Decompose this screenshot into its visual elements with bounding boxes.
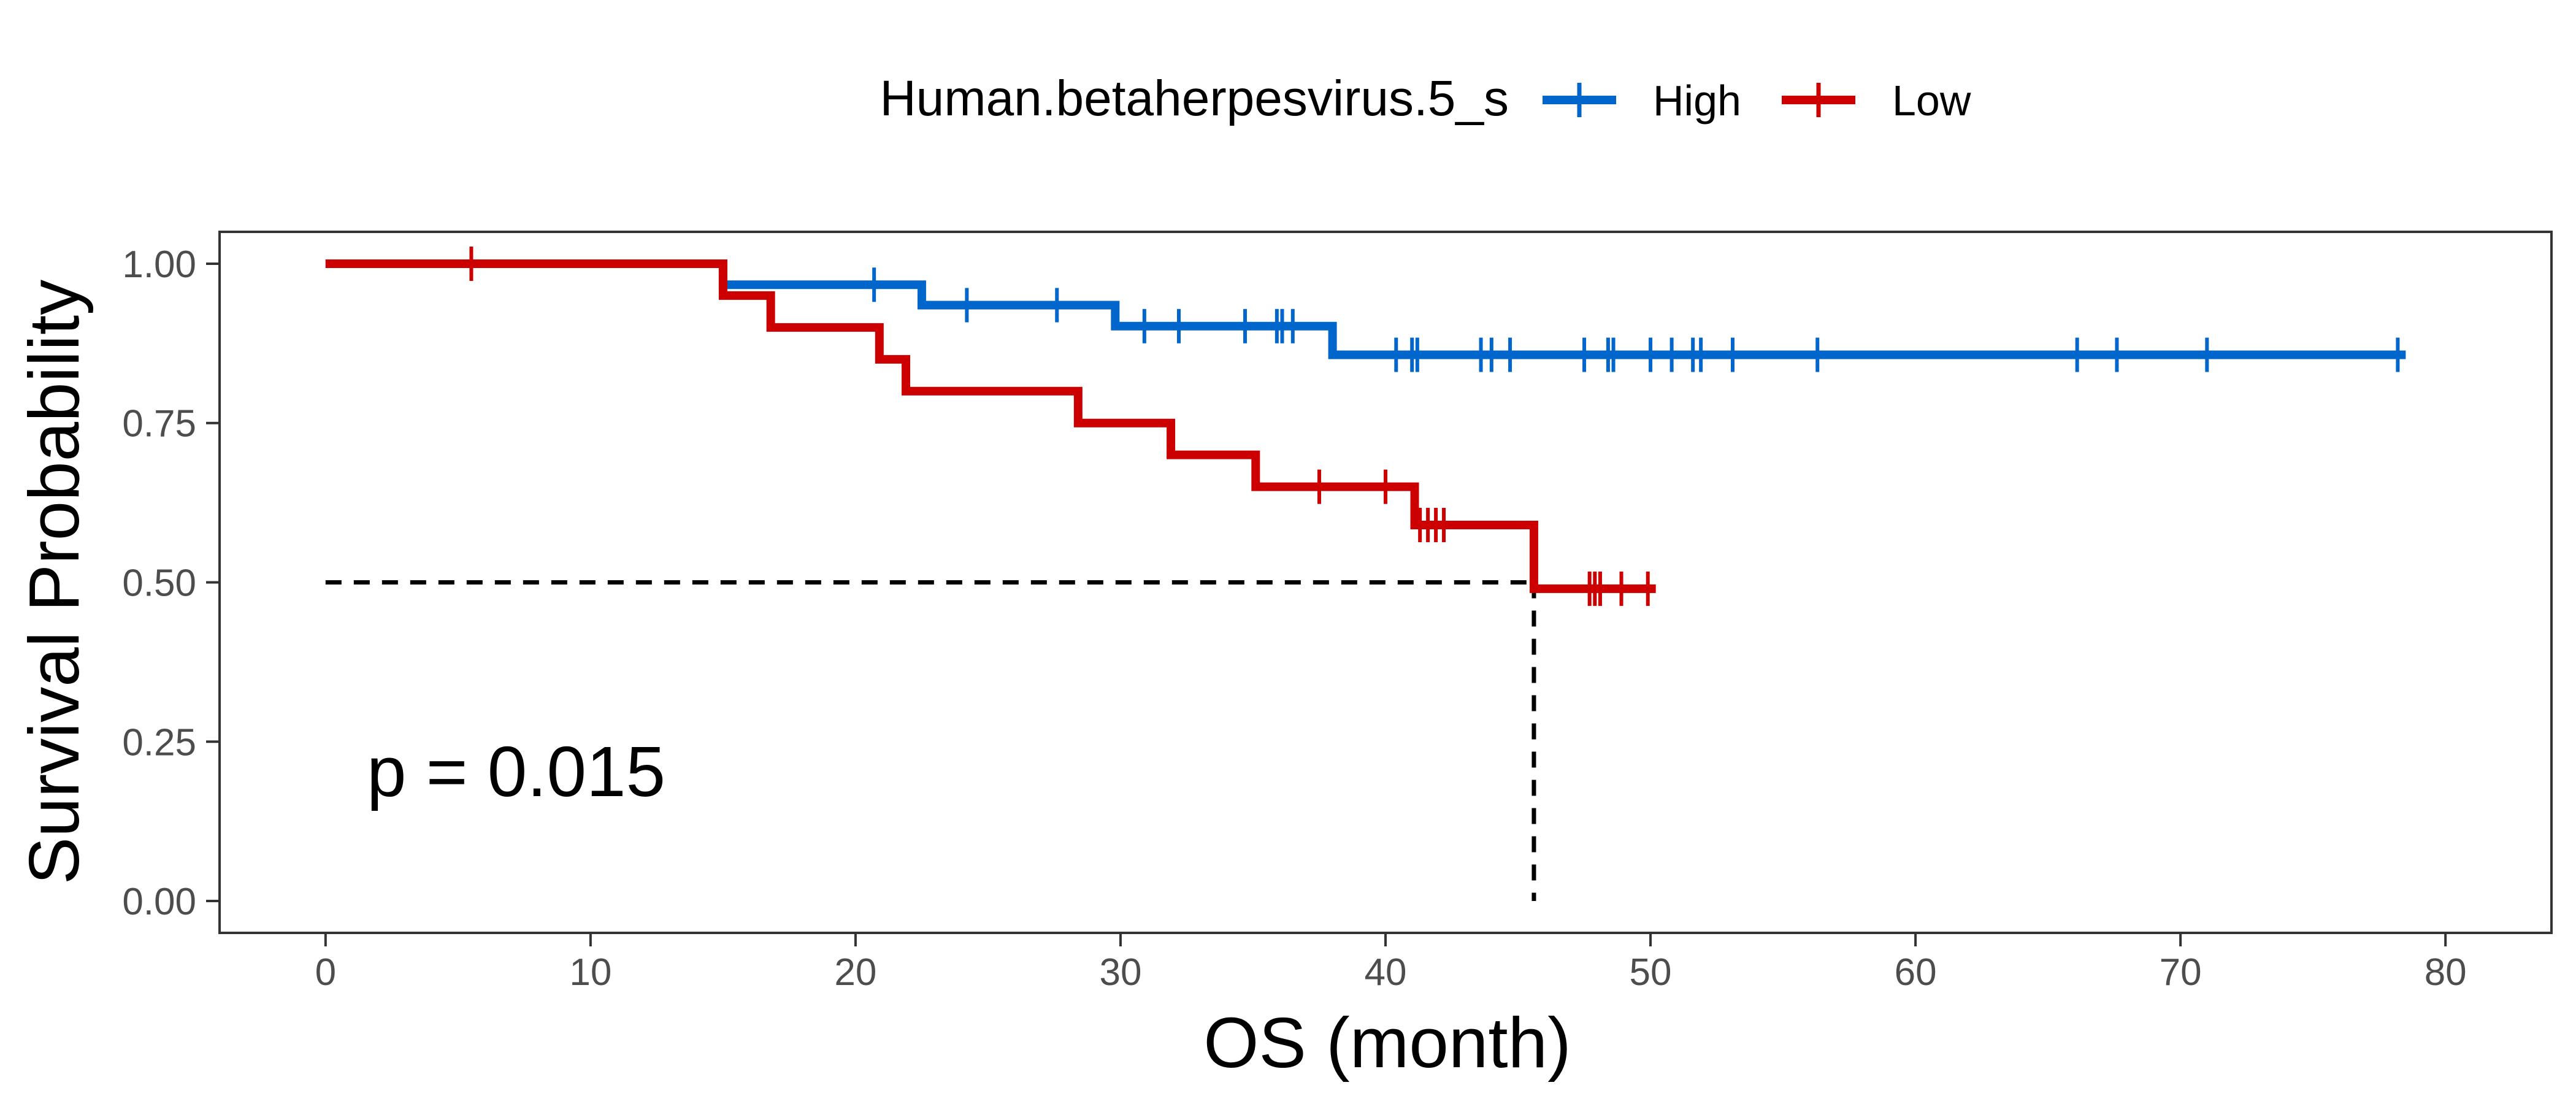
x-tick-label: 40 (1365, 951, 1407, 994)
x-tick-label: 20 (834, 951, 876, 994)
x-tick-label: 70 (2160, 951, 2202, 994)
y-tick-label: 0.25 (122, 721, 196, 764)
y-axis-title: Survival Probability (14, 280, 94, 884)
x-tick-label: 80 (2425, 951, 2467, 994)
y-tick-label: 0.50 (122, 562, 196, 605)
legend-label-high: High (1653, 77, 1741, 125)
x-tick-label: 30 (1099, 951, 1141, 994)
p-value-annotation: p = 0.015 (367, 732, 665, 811)
legend-label-low: Low (1892, 77, 1971, 125)
legend-entry-low: Low (1782, 77, 1971, 125)
legend-title: Human.betaherpesvirus.5_s (880, 71, 1509, 126)
x-tick-label: 60 (1895, 951, 1937, 994)
survival-curve-high (325, 259, 2406, 359)
median-survival-lines (325, 580, 1536, 902)
x-tick-label: 10 (569, 951, 611, 994)
y-tick-label: 1.00 (122, 243, 196, 286)
legend: Human.betaherpesvirus.5_s High Low (880, 71, 1971, 126)
x-axis-title: OS (month) (1203, 1003, 1571, 1083)
legend-entry-high: High (1543, 77, 1741, 125)
axis-ticks: 0 10 20 30 40 50 60 70 80 0.00 0.25 0.50 0.75 1.00 (122, 243, 2466, 994)
series-high (325, 259, 2406, 372)
x-tick-label: 0 (315, 951, 336, 994)
y-tick-label: 0.75 (122, 403, 196, 445)
series-low (325, 246, 1656, 606)
survival-curve-low (325, 259, 1656, 593)
x-tick-label: 50 (1630, 951, 1672, 994)
y-tick-label: 0.00 (122, 881, 196, 923)
survival-curves (325, 246, 2406, 606)
plot-panel (218, 231, 2553, 934)
